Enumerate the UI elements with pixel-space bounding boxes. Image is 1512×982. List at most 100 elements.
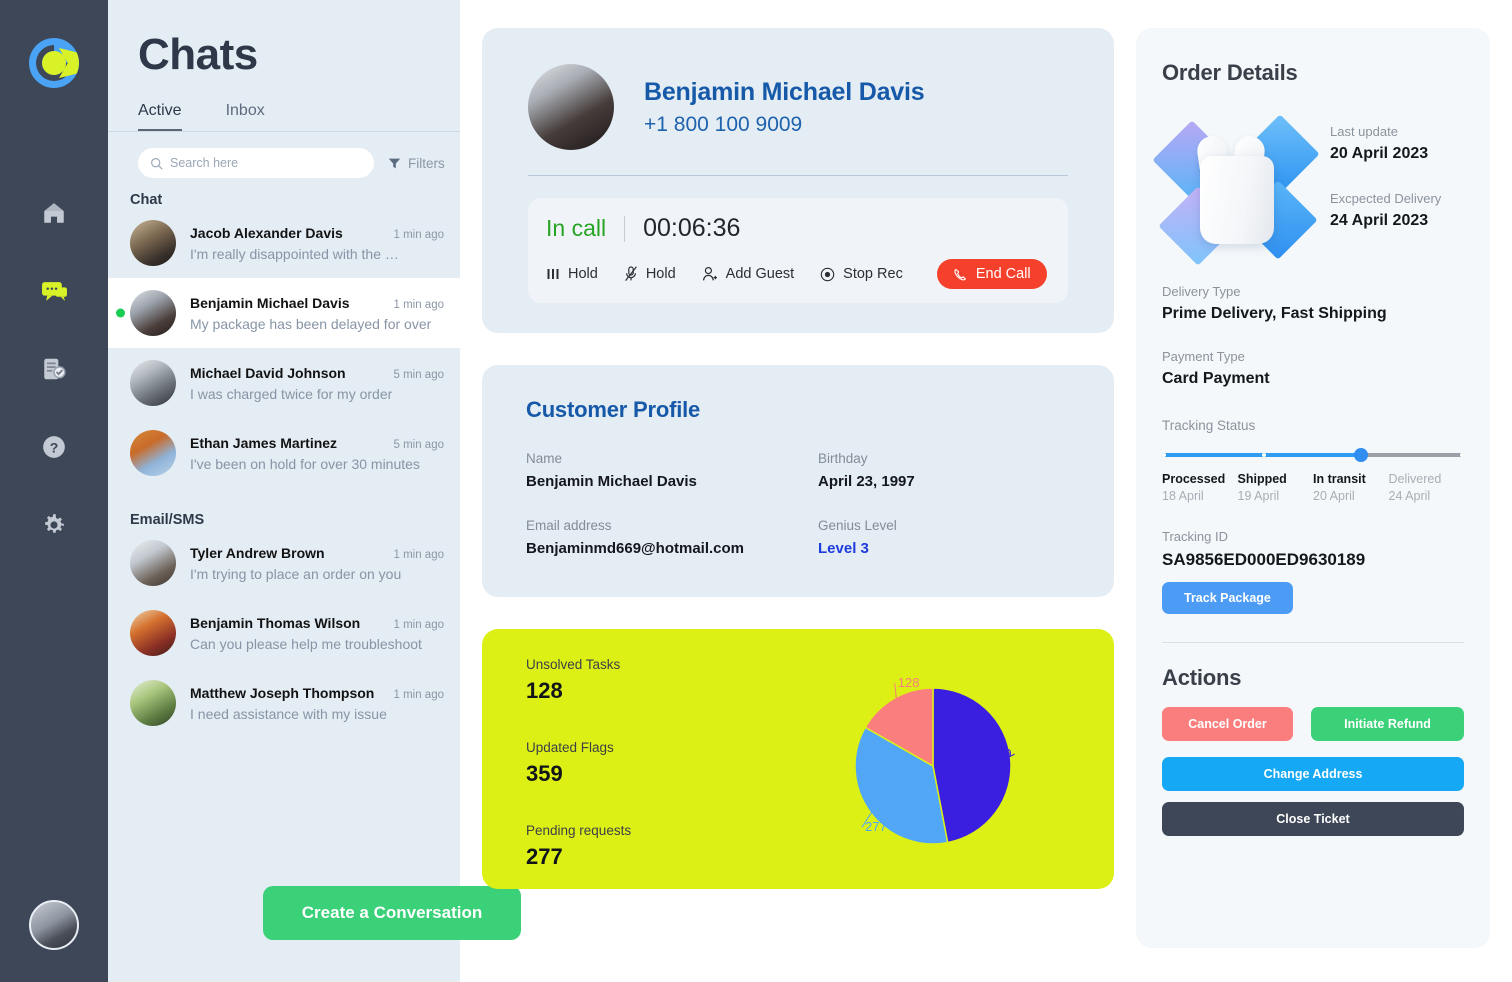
avatar	[130, 360, 176, 406]
profile-field-birthday: Birthday April 23, 1997	[818, 451, 1070, 490]
nav-item-chats[interactable]	[39, 276, 69, 306]
step-date: 20 April	[1313, 489, 1355, 503]
list-item-name: Michael David Johnson	[190, 364, 346, 381]
list-item[interactable]: Benjamin Thomas Wilson 1 min ago Can you…	[108, 598, 460, 668]
list-item-message: I'm really disappointed with the …	[190, 245, 399, 262]
gear-icon	[45, 514, 64, 533]
hold-button-label: Hold	[568, 266, 598, 282]
progress-node	[1162, 453, 1166, 457]
end-call-button[interactable]: End Call	[936, 259, 1047, 289]
order-details-card: Order Details Last update 20 April 2023 …	[1136, 28, 1490, 948]
progress-knob[interactable]	[1354, 448, 1369, 462]
user-avatar[interactable]	[29, 900, 79, 950]
nav-item-home[interactable]	[39, 198, 69, 228]
tracking-steps: Processed 18 April Shipped 19 April In t…	[1162, 472, 1464, 503]
list-item[interactable]: Matthew Joseph Thompson 1 min ago I need…	[108, 668, 460, 738]
pie-slice	[932, 687, 1012, 844]
stat-updated-flags: Updated Flags 359	[526, 740, 1114, 787]
nav-item-settings[interactable]	[39, 510, 69, 540]
mute-button-label: Hold	[645, 266, 676, 282]
group-label-email-sms: Email/SMS	[130, 512, 205, 528]
tracking-id-field: Tracking ID SA9856ED000ED9630189	[1162, 529, 1464, 570]
change-address-button[interactable]: Change Address	[1162, 757, 1464, 791]
center-panel: Benjamin Michael Davis +1 800 100 9009 I…	[460, 0, 1136, 982]
stats-card: Unsolved Tasks 128 Updated Flags 359 Pen…	[482, 629, 1114, 889]
list-item-time: 1 min ago	[393, 688, 444, 701]
caller-info: Benjamin Michael Davis +1 800 100 9009	[528, 64, 1068, 150]
search-box[interactable]	[138, 148, 374, 178]
create-conversation-button[interactable]: Create a Conversation	[263, 886, 521, 940]
list-item[interactable]: Tyler Andrew Brown 1 min ago I'm trying …	[108, 528, 460, 598]
step-name: Processed	[1162, 472, 1226, 486]
filters-button[interactable]: Filters	[388, 156, 445, 171]
avatar	[130, 220, 176, 266]
step-date: 18 April	[1162, 489, 1204, 503]
avatar	[130, 290, 176, 336]
profile-field-name: Name Benjamin Michael Davis	[526, 451, 818, 490]
list-item[interactable]: Benjamin Michael Davis 1 min ago My pack…	[108, 278, 460, 348]
avatar	[130, 430, 176, 476]
pie-leader-line	[861, 807, 875, 828]
actions-row: Cancel Order Initiate Refund	[1162, 707, 1464, 741]
list-item-time: 1 min ago	[393, 548, 444, 561]
avatar	[130, 680, 176, 726]
initiate-refund-button[interactable]: Initiate Refund	[1311, 707, 1464, 741]
nav-item-tasks[interactable]	[39, 354, 69, 384]
customer-profile-card: Customer Profile Name Benjamin Michael D…	[482, 365, 1114, 597]
hold-button[interactable]: Hold	[546, 266, 598, 282]
close-ticket-button[interactable]: Close Ticket	[1162, 802, 1464, 836]
search-row: Filters	[108, 132, 460, 178]
mute-button[interactable]: Hold	[624, 266, 676, 282]
brand-logo-icon[interactable]	[29, 38, 79, 88]
add-guest-button[interactable]: Add Guest	[702, 266, 794, 282]
cancel-order-button[interactable]: Cancel Order	[1162, 707, 1293, 741]
nav-rail: ?	[0, 0, 108, 982]
list-item-time: 1 min ago	[393, 618, 444, 631]
phone-icon	[954, 268, 966, 280]
document-check-icon	[44, 358, 66, 380]
logo-wedge	[59, 48, 79, 78]
pie-leader-line	[894, 683, 898, 704]
logo-dot	[42, 51, 66, 75]
nav-rail-items: ?	[39, 198, 69, 540]
page-title: Chats	[138, 30, 258, 79]
list-item-name: Tyler Andrew Brown	[190, 544, 325, 561]
tracking-step: In transit 20 April	[1313, 472, 1389, 503]
step-date: 24 April	[1388, 489, 1431, 503]
field-label: Email address	[526, 518, 612, 533]
pie-leader-line	[1004, 753, 1015, 760]
field-label: Genius Level	[818, 518, 897, 533]
stop-rec-button[interactable]: Stop Rec	[820, 266, 903, 282]
list-item-name: Jacob Alexander Davis	[190, 224, 343, 241]
tracking-progress-bar[interactable]	[1162, 447, 1464, 463]
search-input[interactable]	[170, 156, 340, 170]
call-controls-bar: In call 00:06:36 Hold	[528, 198, 1068, 303]
stat-unsolved-tasks: Unsolved Tasks 128	[526, 657, 1114, 704]
last-update-value: 20 April 2023	[1330, 145, 1429, 162]
filter-icon	[388, 158, 401, 168]
profile-field-genius-level: Genius Level Level 3	[818, 518, 1070, 557]
charging-case	[1200, 156, 1274, 244]
chat-tabs: Active Inbox	[108, 80, 460, 132]
order-dates: Last update 20 April 2023 Excpected Deli…	[1330, 118, 1441, 230]
tracking-step: Delivered 24 April	[1389, 472, 1465, 503]
list-item[interactable]: Jacob Alexander Davis 1 min ago I'm real…	[108, 208, 460, 278]
call-card: Benjamin Michael Davis +1 800 100 9009 I…	[482, 28, 1114, 333]
avatar	[130, 610, 176, 656]
end-call-label: End Call	[975, 266, 1031, 282]
pie-slice-label: 359	[990, 746, 1012, 761]
tab-inbox[interactable]: Inbox	[225, 102, 265, 119]
pause-icon	[547, 269, 559, 279]
stat-label: Pending requests	[526, 823, 632, 838]
list-item[interactable]: Ethan James Martinez 5 min ago I've been…	[108, 418, 460, 488]
list-item[interactable]: Michael David Johnson 5 min ago I was ch…	[108, 348, 460, 418]
track-package-button[interactable]: Track Package	[1162, 582, 1293, 614]
actions-title: Actions	[1162, 665, 1242, 690]
list-item-message: Can you please help me troubleshoot	[190, 635, 422, 652]
expected-delivery-value: 24 April 2023	[1330, 212, 1429, 229]
tab-active[interactable]: Active	[138, 102, 182, 131]
stat-label: Updated Flags	[526, 740, 614, 755]
step-date: 19 April	[1237, 489, 1280, 503]
nav-item-help[interactable]: ?	[39, 432, 69, 462]
filters-label: Filters	[408, 155, 445, 171]
